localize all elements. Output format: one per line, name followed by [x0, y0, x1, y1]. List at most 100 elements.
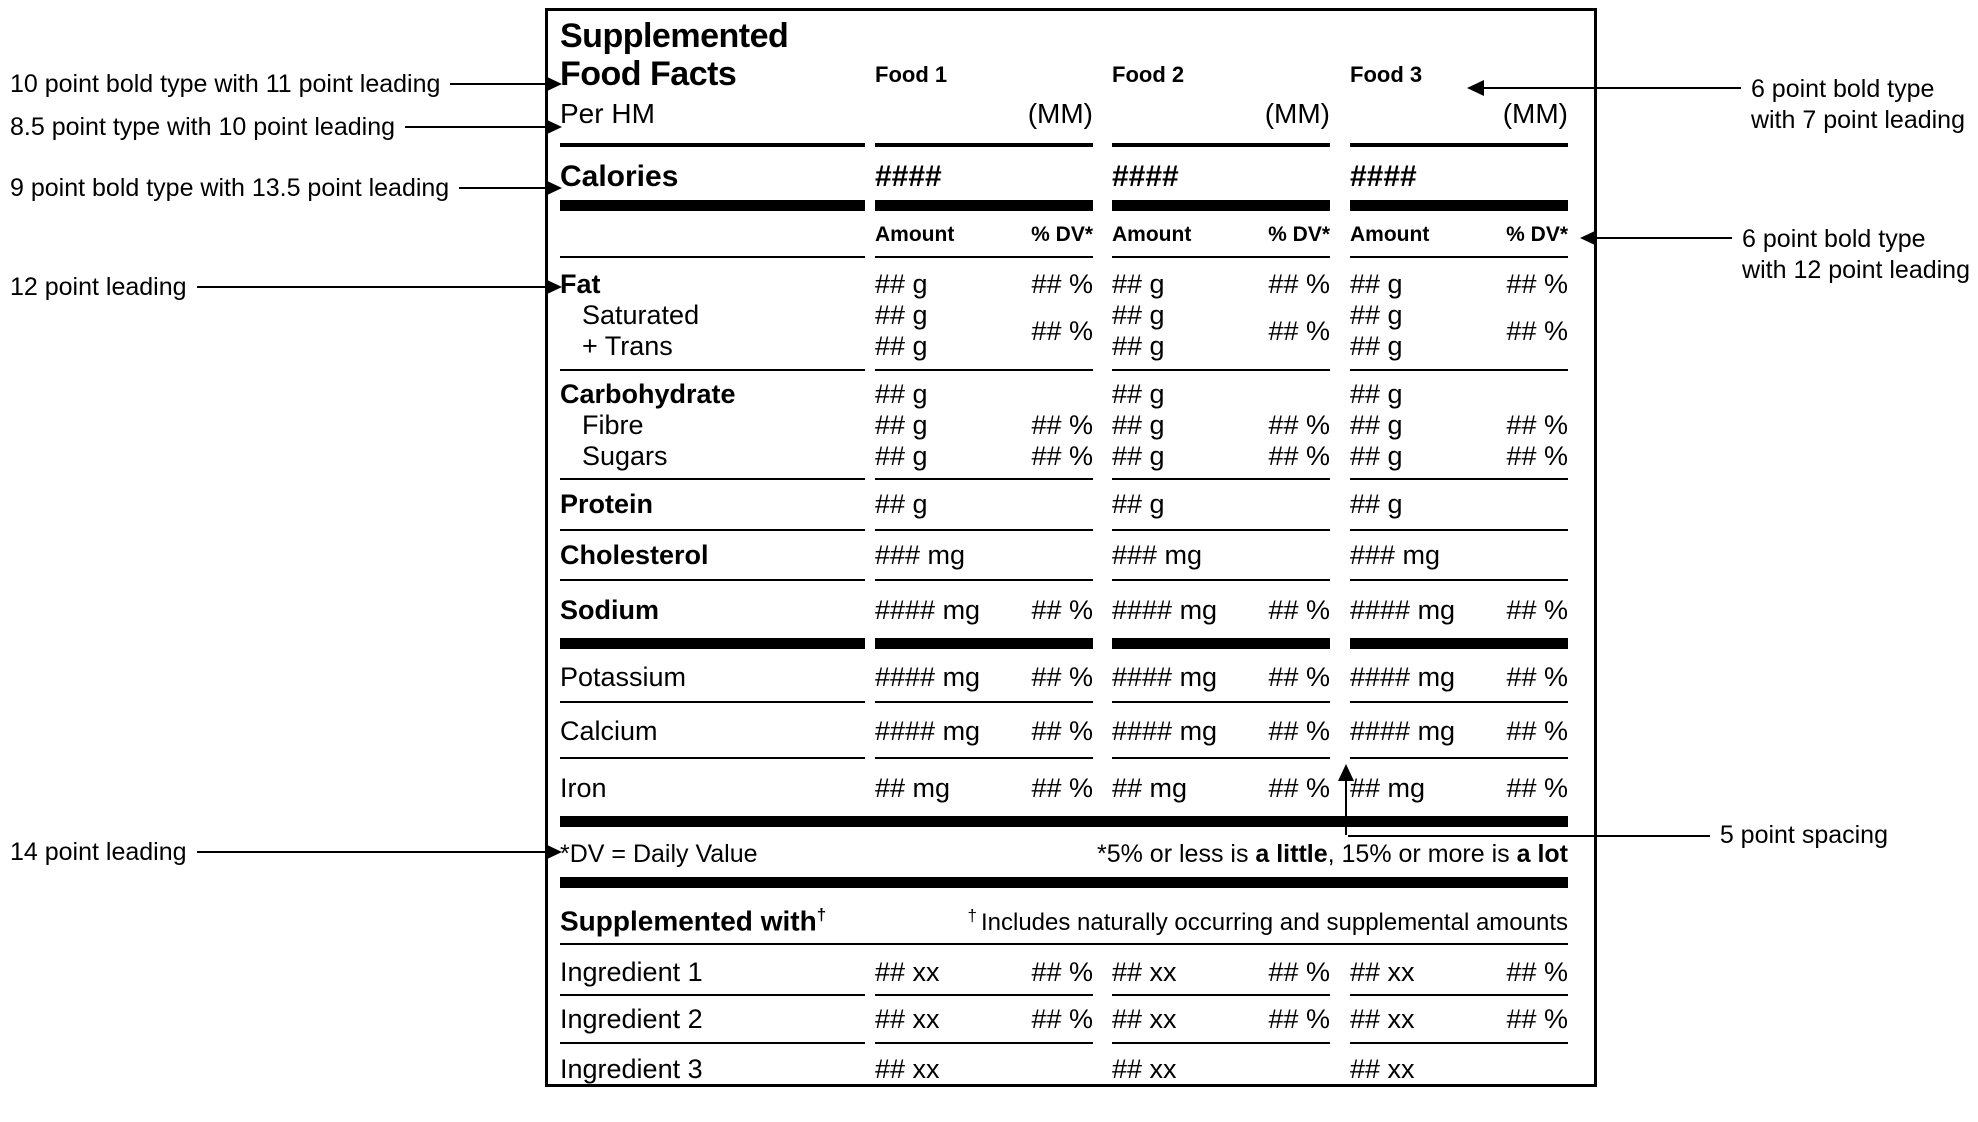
elbow-line [1348, 834, 1710, 837]
separator [560, 478, 1568, 480]
nutrient-label: Fibre [582, 410, 644, 440]
title-line-1: Supplemented [560, 17, 789, 55]
arrow-left-icon [1580, 230, 1597, 246]
nutrient-label: Sugars [582, 441, 668, 471]
separator [560, 1042, 1568, 1045]
dv-footnote-row: *DV = Daily Value *5% or less is a littl… [560, 839, 1568, 869]
calories-label: Calories [560, 160, 679, 193]
dv-header: % DV* [1268, 223, 1330, 246]
nutrient-label: Protein [560, 489, 654, 519]
food3-calories: #### [1350, 160, 1417, 193]
food1-unit: (MM) [1027, 98, 1093, 129]
separator-thick [560, 638, 1568, 649]
nutrient-label: Iron [560, 773, 607, 803]
arrow-right-icon [545, 119, 562, 135]
amount-header: Amount [875, 223, 955, 246]
ingredient-row-2: Ingredient 2 ## xx ## % ## xx ## % ## xx ##… [560, 1004, 1568, 1035]
amount-header: Amount [1350, 223, 1430, 246]
dagger-footnote: † Includes naturally occurring and supple… [967, 906, 1568, 937]
ingredient-label: Ingredient 1 [560, 957, 703, 988]
separator [560, 579, 1568, 581]
calories-row: Calories #### #### #### [560, 147, 1568, 197]
nutrient-label: Sodium [560, 595, 659, 625]
dv-header: % DV* [1506, 223, 1568, 246]
nutrient-row-protein: Protein ## g ## g ## g [560, 489, 1403, 519]
food2-header: Food 2 [1112, 62, 1185, 87]
food3-header: Food 3 [1350, 62, 1423, 87]
separator [560, 529, 1568, 531]
annotation-5pt-spacing: 5 point spacing [1348, 820, 1888, 851]
nutrient-row-saturated-trans: Saturated + Trans ## g ## g ## % ## g ## g… [560, 300, 1568, 369]
nutrient-row-potassium: Potassium #### mg ## % #### mg ## % #### m… [560, 662, 1568, 692]
elbow-vertical-line [1345, 778, 1347, 835]
annotation-food-header-type: 6 point bold type with 7 point leading [1467, 74, 1965, 136]
separator [560, 143, 1568, 147]
separator [560, 757, 1568, 759]
nutrient-label: Fat [560, 269, 601, 299]
arrow-line [196, 286, 545, 288]
separator [560, 369, 1568, 371]
food3-unit: (MM) [1502, 98, 1568, 129]
ingredient-row-3: Ingredient 3 ## xx ## xx ## xx [560, 1054, 1415, 1085]
separator-thick [560, 200, 1568, 211]
arrow-right-icon [545, 844, 562, 860]
nutrient-row-carbohydrate: Carbohydrate ## g ## g ## g [560, 379, 1403, 409]
nutrient-row-sugars: Sugars ## g ## % ## g ## % ## g ## % [560, 441, 1568, 478]
arrow-up-icon [1338, 764, 1354, 781]
supplemented-with-label: Supplemented with† [560, 905, 827, 937]
separator-full-thick [560, 877, 1568, 888]
header-row: Supplemented Food Facts Food 1 Food 2 Fo… [560, 11, 1568, 93]
nutrient-label: + Trans [582, 331, 673, 361]
dv-scale-note: *5% or less is a little, 15% or more is … [1097, 840, 1568, 868]
nutrient-label: Saturated [582, 300, 700, 330]
separator [560, 701, 1568, 703]
annotation-12pt-leading: 12 point leading [10, 272, 562, 302]
annotation-calories-type: 9 point bold type with 13.5 point leadin… [10, 173, 562, 203]
annotation-column-header-type: 6 point bold type with 12 point leading [1580, 224, 1970, 286]
ingredient-label: Ingredient 3 [560, 1054, 703, 1085]
food1-header: Food 1 [875, 62, 948, 87]
arrow-left-icon [1467, 80, 1484, 96]
annotation-title-type: 10 point bold type with 11 point leading [10, 69, 562, 99]
column-header-row: Amount % DV* Amount % DV* Amount % DV* [560, 221, 1568, 249]
ingredient-row-1: Ingredient 1 ## xx ## % ## xx ## % ## xx ##… [560, 957, 1568, 988]
arrow-line [1484, 87, 1741, 89]
nutrient-row-sodium: Sodium #### mg ## % #### mg ## % #### mg ##… [560, 595, 1568, 625]
nutrient-label: Potassium [560, 662, 687, 692]
food2-unit: (MM) [1264, 98, 1330, 129]
nutrient-row-calcium: Calcium #### mg ## % #### mg ## % #### mg #… [560, 716, 1568, 746]
nutrient-row-iron: Iron ## mg ## % ## mg ## % ## mg ## % [560, 773, 1568, 803]
dv-header: % DV* [1031, 223, 1093, 246]
arrow-right-icon [545, 279, 562, 295]
arrow-right-icon [545, 76, 562, 92]
serving-size: Per HM [560, 98, 655, 129]
annotation-serving-type: 8.5 point type with 10 point leading [10, 112, 562, 142]
arrow-line [196, 851, 545, 853]
title-line-2: Food Facts [560, 55, 737, 93]
dv-definition: *DV = Daily Value [560, 840, 758, 868]
arrow-line [405, 126, 545, 128]
separator [560, 256, 1568, 258]
food1-calories: #### [875, 160, 942, 193]
food2-calories: #### [1112, 160, 1179, 193]
separator-full-thick [560, 816, 1568, 827]
nutrient-label: Calcium [560, 716, 658, 746]
arrow-right-icon [545, 180, 562, 196]
arrow-line [450, 83, 545, 85]
annotation-14pt-leading: 14 point leading [10, 837, 562, 867]
supplemented-with-row: Supplemented with† † Includes naturally o… [560, 888, 1568, 938]
serving-row: Per HM (MM) (MM) (MM) [560, 93, 1568, 135]
nutrient-label: Cholesterol [560, 540, 709, 570]
separator [560, 994, 1568, 997]
arrow-line [459, 187, 545, 189]
separator-full-thin [560, 943, 1568, 946]
arrow-line [1597, 237, 1733, 239]
supplemented-food-facts-label: Supplemented Food Facts Food 1 Food 2 Fo… [545, 8, 1597, 1087]
title-block: Supplemented Food Facts [560, 17, 865, 93]
nutrient-label: Carbohydrate [560, 379, 736, 409]
nutrient-row-cholesterol: Cholesterol ### mg ### mg ### mg [560, 540, 1441, 570]
amount-header: Amount [1112, 223, 1192, 246]
nutrient-row-fat: Fat ## g ## % ## g ## % ## g ## % [560, 269, 1568, 299]
nutrient-row-fibre: Fibre ## g ## % ## g ## % ## g ## % [560, 410, 1568, 441]
